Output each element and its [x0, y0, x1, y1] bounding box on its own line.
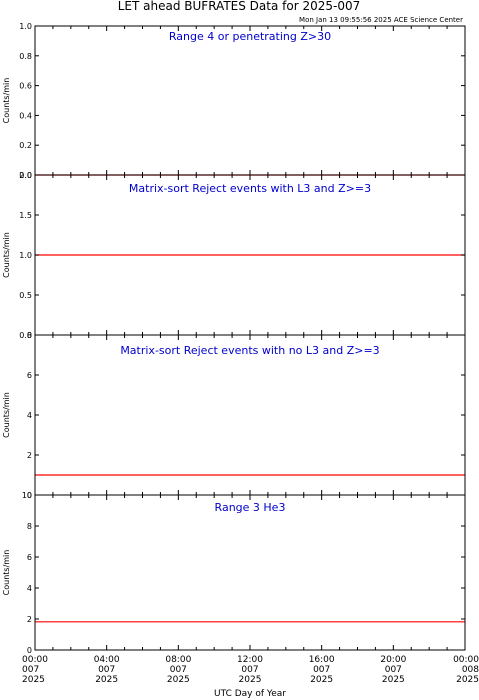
panel-2: 0.0 0.5 1.0 1.5 2.0 Counts/min Matrix-sort Rej…: [2, 171, 466, 340]
y-axis-label: Counts/min: [2, 550, 11, 596]
y-tick-label: 0: [27, 491, 32, 500]
x-tick-year: 2025: [456, 675, 479, 685]
x-tick-year: 2025: [239, 675, 262, 685]
panel-label: Range 3 He3: [215, 501, 286, 514]
x-tick-time: 00:00: [453, 655, 479, 665]
chart-title: LET ahead BUFRATES Data for 2025-007: [118, 0, 360, 13]
panel-frame: [34, 25, 466, 176]
y-tick-label: 2: [27, 451, 32, 460]
x-tick-year: 2025: [22, 675, 45, 685]
x-tick-year: 2025: [310, 675, 333, 685]
panel-label: Range 4 or penetrating Z>30: [169, 30, 331, 43]
y-tick-label: 0.6: [19, 82, 32, 91]
y-tick-label: 0.8: [19, 52, 32, 61]
y-tick-label: 4: [27, 411, 32, 420]
x-axis-labels: 00:00007202504:00007202508:00007202512:0…: [22, 655, 479, 685]
x-tick-year: 2025: [382, 675, 405, 685]
x-tick-day: 007: [241, 665, 258, 675]
panel-frame: [34, 494, 466, 651]
timestamp-label: Mon Jan 13 09:55:56 2025 ACE Science Cen…: [299, 16, 463, 24]
y-tick-label: 0.4: [19, 111, 32, 120]
x-tick-time: 16:00: [309, 655, 335, 665]
y-tick-label: 6: [27, 553, 32, 562]
y-axis-label: Counts/min: [2, 78, 11, 124]
x-tick-day: 008: [462, 665, 479, 675]
x-tick-day: 007: [170, 665, 187, 675]
x-tick-day: 007: [385, 665, 402, 675]
panel-1: 0.0 0.2 0.4 0.6 0.8 1.0 Counts/min Range 4 or p…: [2, 22, 466, 180]
x-tick-time: 20:00: [380, 655, 406, 665]
y-tick-label: 4: [27, 584, 32, 593]
y-tick-label: 2: [27, 615, 32, 624]
x-tick-year: 2025: [167, 675, 190, 685]
y-tick-label: 0.0: [19, 331, 32, 340]
y-tick-label: 0.0: [19, 171, 32, 180]
y-tick-label: 6: [27, 371, 32, 380]
x-tick-day: 007: [313, 665, 330, 675]
x-tick-day: 007: [98, 665, 115, 675]
y-tick-label: 0: [27, 646, 32, 655]
x-tick-time: 08:00: [165, 655, 191, 665]
panel-label: Matrix-sort Reject events with no L3 and…: [120, 344, 379, 357]
y-tick-label: 0.5: [19, 291, 32, 300]
panels-group: 0.0 0.2 0.4 0.6 0.8 1.0 Counts/min Range 4 or p…: [2, 22, 466, 655]
y-tick-label: 8: [27, 331, 32, 340]
y-axis-label: Counts/min: [2, 232, 11, 278]
y-tick-label: 1.0: [19, 251, 32, 260]
x-axis-title: UTC Day of Year: [214, 689, 286, 699]
panel-frame: [34, 334, 466, 496]
x-tick-time: 00:00: [22, 655, 48, 665]
panel-label: Matrix-sort Reject events with L3 and Z>…: [129, 182, 371, 195]
y-tick-label: 10: [22, 491, 32, 500]
y-axis-label: Counts/min: [2, 392, 11, 438]
x-tick-year: 2025: [95, 675, 118, 685]
x-tick-day: 007: [22, 665, 39, 675]
y-tick-label: 8: [27, 522, 32, 531]
x-tick-time: 12:00: [237, 655, 263, 665]
y-tick-label: 0.2: [19, 141, 32, 150]
y-tick-label: 2.0: [19, 171, 32, 180]
panel-4: 0 2 4 6 8 10 Counts/min Range 3 He3: [2, 491, 466, 655]
x-tick-time: 04:00: [94, 655, 120, 665]
y-tick-label: 1.0: [19, 22, 32, 31]
y-tick-label: 1.5: [19, 211, 32, 220]
panel-3: 0 2 4 6 8 Counts/min Matrix-sort Reject events…: [2, 331, 466, 500]
